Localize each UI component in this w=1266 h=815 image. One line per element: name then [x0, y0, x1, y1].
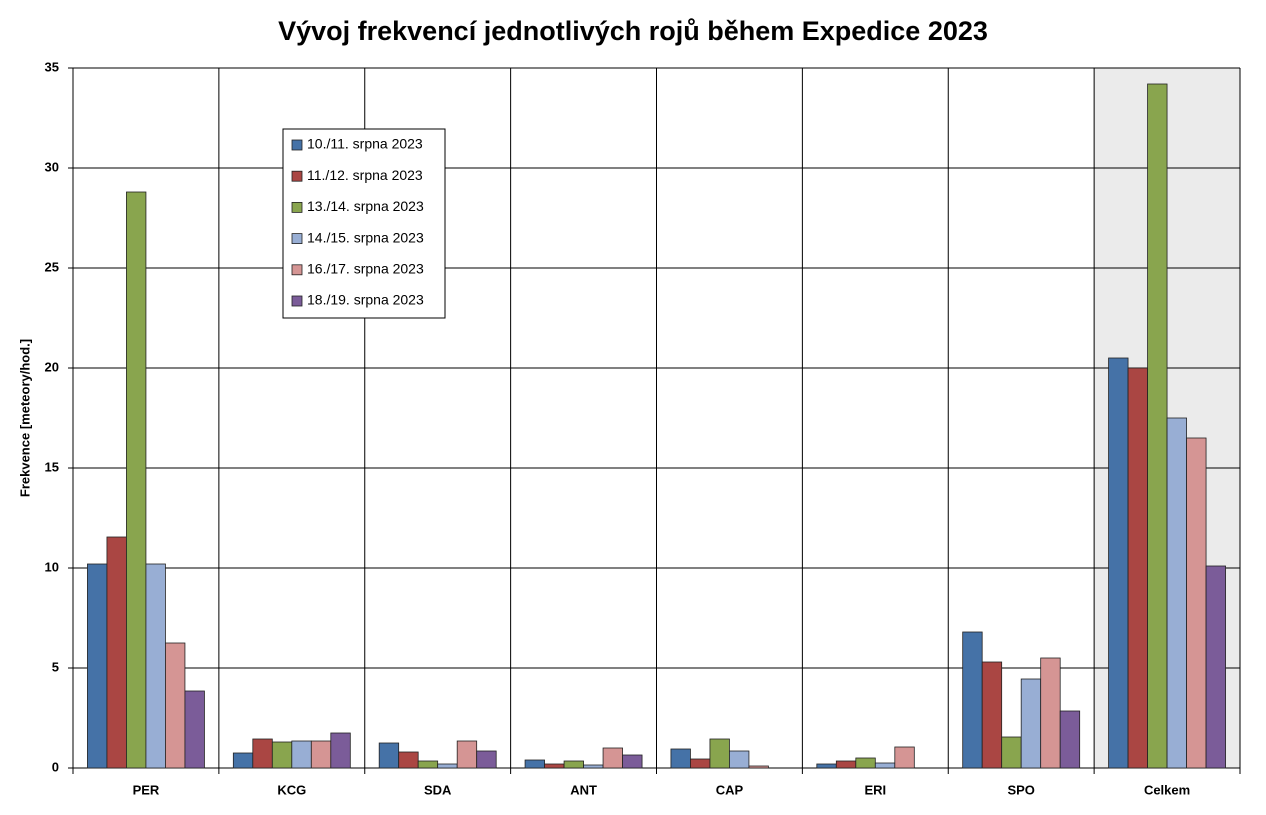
x-tick-label: CAP	[716, 782, 744, 797]
legend-box	[282, 128, 446, 319]
bar	[184, 690, 205, 769]
y-tick-label: 10	[45, 559, 59, 574]
bar	[417, 760, 439, 769]
bar	[106, 536, 127, 769]
x-tick-label: SDA	[424, 782, 452, 797]
legend-swatch	[291, 233, 303, 245]
bar	[232, 752, 254, 769]
x-tick-label: SPO	[1007, 782, 1034, 797]
bar	[670, 748, 691, 769]
bar	[602, 747, 623, 769]
bar	[378, 742, 400, 769]
bar	[544, 763, 565, 769]
legend-label: 14./15. srpna 2023	[307, 229, 424, 245]
bar	[476, 750, 497, 769]
bar	[310, 740, 332, 769]
legend-label: 18./19. srpna 2023	[307, 292, 424, 308]
legend-label: 16./17. srpna 2023	[307, 261, 424, 277]
bar	[1040, 657, 1061, 769]
y-tick-label: 0	[52, 759, 59, 774]
x-tick-label: ANT	[570, 782, 597, 797]
bar	[291, 740, 312, 769]
bar	[1059, 710, 1081, 769]
bar	[690, 758, 711, 769]
bar	[165, 642, 186, 769]
y-tick-label: 20	[45, 359, 59, 374]
legend-label: 13./14. srpna 2023	[307, 198, 424, 214]
bar	[962, 631, 983, 769]
x-tick-label: Celkem	[1144, 782, 1190, 797]
y-tick-label: 5	[52, 659, 59, 674]
bar	[816, 763, 837, 769]
legend-swatch	[291, 139, 303, 151]
bar	[748, 765, 769, 769]
bar	[1186, 437, 1207, 769]
bar	[709, 738, 730, 769]
bar	[330, 732, 351, 769]
bar	[1001, 736, 1022, 769]
bar	[729, 750, 750, 769]
bar	[252, 738, 273, 769]
y-tick-label: 30	[45, 159, 59, 174]
bar	[855, 757, 876, 769]
x-tick-label: KCG	[277, 782, 306, 797]
bar	[835, 760, 857, 769]
legend-swatch	[291, 201, 303, 213]
y-tick-label: 15	[45, 459, 59, 474]
bar	[622, 754, 643, 769]
chart-title: Vývoj frekvencí jednotlivých rojů během …	[278, 16, 988, 46]
bar	[456, 740, 478, 769]
bar	[398, 751, 419, 769]
bar	[145, 563, 166, 769]
x-tick-label: PER	[133, 782, 160, 797]
bar	[1147, 83, 1168, 769]
x-tick-label: ERI	[864, 782, 886, 797]
bar	[1166, 417, 1187, 769]
bar	[874, 762, 896, 769]
legend-label: 11./12. srpna 2023	[307, 167, 423, 183]
legend-swatch	[291, 170, 303, 182]
bar	[563, 760, 584, 769]
bar	[1205, 565, 1226, 769]
y-axis-label: Frekvence [meteory/hod.]	[17, 339, 32, 497]
bar	[87, 563, 108, 769]
bar	[1108, 357, 1129, 769]
legend-label: 10./11. srpna 2023	[307, 136, 423, 152]
bar	[437, 763, 458, 769]
y-tick-label: 25	[45, 259, 59, 274]
bar	[894, 746, 915, 769]
bar	[981, 661, 1003, 769]
bar	[583, 764, 604, 769]
bar	[1020, 678, 1042, 769]
legend-swatch	[291, 295, 303, 307]
bar	[1127, 367, 1148, 769]
legend-swatch	[291, 264, 303, 276]
bar	[524, 759, 545, 769]
y-tick-label: 35	[45, 59, 59, 74]
bar	[126, 191, 147, 769]
bar	[271, 741, 293, 769]
